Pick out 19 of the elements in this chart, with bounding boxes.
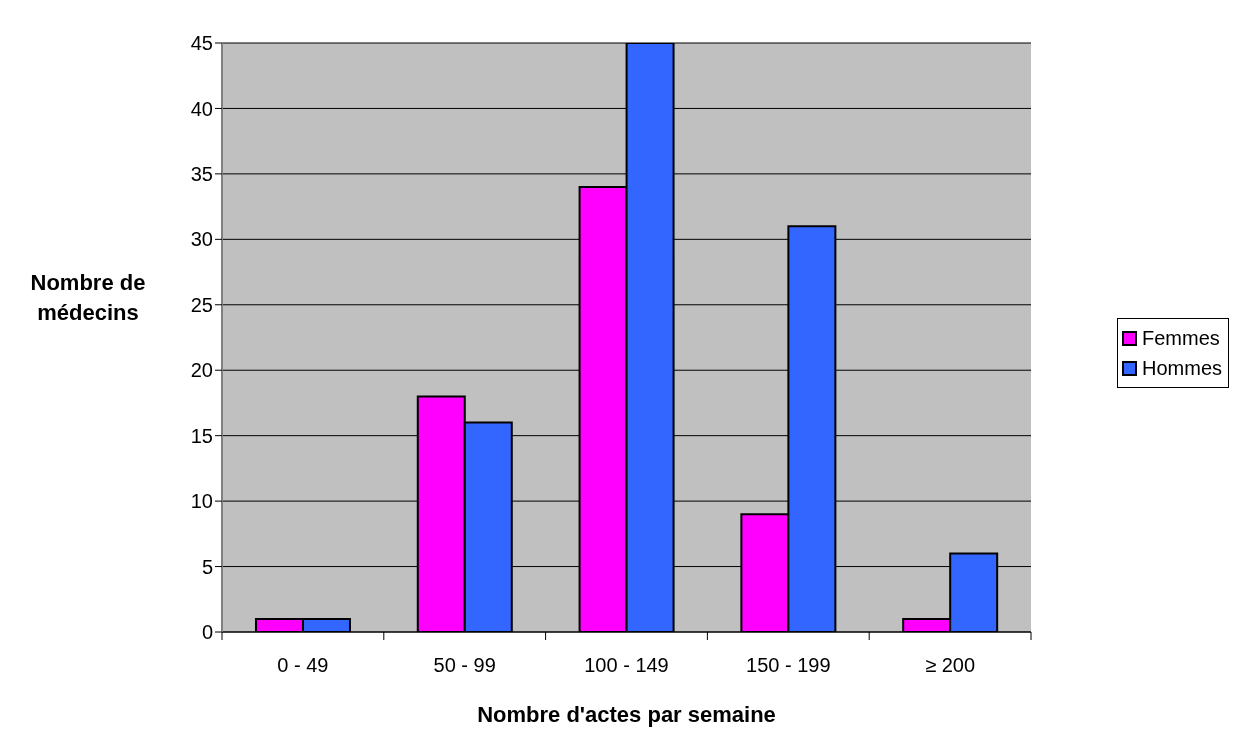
x-axis-title: Nombre d'actes par semaine	[477, 702, 776, 727]
legend-label: Hommes	[1142, 356, 1223, 380]
x-tick-label: ≥ 200	[925, 654, 976, 676]
y-tick-label: 40	[190, 97, 213, 120]
y-tick-label: 5	[201, 555, 213, 578]
x-tick-label: 50 - 99	[433, 654, 496, 676]
legend-label: Femmes	[1142, 326, 1220, 350]
x-tick-label: 150 - 199	[746, 654, 831, 676]
y-tick-label: 45	[190, 32, 213, 55]
y-tick-label: 15	[190, 424, 213, 447]
y-tick-label: 0	[201, 621, 213, 644]
y-tick-label: 20	[190, 359, 213, 382]
x-tick-label: 0 - 49	[277, 654, 329, 676]
x-tick-label: 100 - 149	[584, 654, 669, 676]
y-tick-label: 35	[190, 162, 213, 185]
y-axis-title: Nombre de médecins	[29, 269, 147, 327]
y-tick-label: 30	[190, 228, 213, 251]
y-tick-label: 25	[190, 293, 213, 316]
y-tick-label: 10	[190, 490, 213, 513]
